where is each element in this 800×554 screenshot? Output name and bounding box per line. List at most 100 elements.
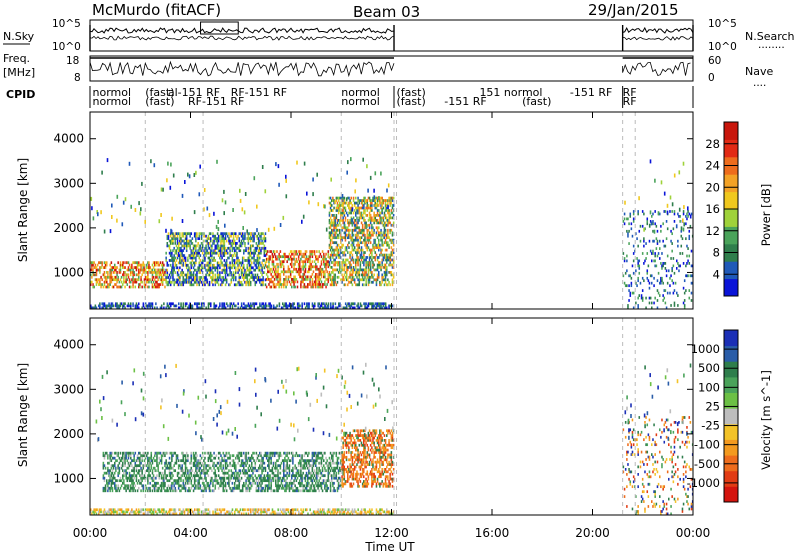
power-cell [329,196,332,200]
power-cell [221,280,223,284]
power-cell [333,199,335,202]
velocity-cell [122,476,124,480]
power-cell [368,196,371,200]
power-cell [259,278,261,282]
power-cell [221,276,223,279]
velocity-cell [227,464,229,468]
velocity-cell [104,486,107,490]
power-cell [172,242,174,245]
power-cell [660,262,662,265]
velocity-cell [124,461,126,465]
power-cell [357,268,359,272]
power-cell [182,276,185,279]
power-cell [125,280,127,284]
velocity-cell [164,454,166,458]
power-cell [192,276,195,279]
power-cell [379,221,381,225]
power-cell [384,241,387,245]
velocity-cell [126,466,129,470]
velocity-cell [207,459,210,463]
power-cell [372,199,374,202]
power-cell [191,256,194,260]
power-cell [342,258,344,262]
power-cell [387,283,389,287]
power-cell [177,273,180,277]
power-cell [349,256,351,259]
power-cell [335,268,338,272]
power-cell [324,255,326,259]
power-cell [364,233,366,237]
power-cell [254,259,257,262]
velocity-cell [122,451,124,455]
power-cell [230,242,233,245]
power-cell [371,304,373,308]
velocity-cell [123,459,125,463]
power-cell [120,275,123,279]
power-cell [626,269,628,273]
velocity-cell [177,481,180,485]
power-cell [124,271,126,274]
power-cell [356,221,358,225]
power-cell [356,304,358,308]
power-cell [148,261,150,265]
power-cell [263,251,266,255]
power-cell [284,257,286,261]
power-cell [384,231,387,235]
power-cell [349,219,351,222]
power-cell [299,304,301,308]
power-cell [283,255,285,259]
power-cell [268,260,270,264]
power-cell [151,285,154,289]
power-cell [169,254,172,257]
power-speck [264,189,267,194]
power-cell [329,248,332,252]
power-cell [114,271,116,274]
power-cell [326,270,328,274]
power-cell [176,239,179,243]
power-speck [97,212,99,217]
power-cell [381,273,383,277]
velocity-cell [158,461,161,465]
power-cell [163,263,165,267]
velocity-cell [174,451,177,455]
power-cell [367,275,370,279]
power-cell [174,280,177,284]
power-cell [639,281,642,285]
power-cell [231,263,234,267]
power-cell [352,216,355,220]
power-cell [271,275,274,279]
power-cell [334,233,336,237]
power-cell [659,281,661,285]
velocity-cell [247,456,250,460]
power-cell [189,232,191,236]
power-cell [316,283,318,286]
power-cell [223,263,226,267]
power-cell [301,306,303,310]
velocity-cell [155,451,157,455]
power-cell [254,273,257,277]
power-cell [171,266,173,270]
power-cell [365,280,367,284]
power-cell [128,268,131,272]
power-cell [329,283,332,287]
power-cell [152,280,155,284]
power-cell [195,278,197,282]
velocity-cell [182,481,185,485]
velocity-cell [206,484,209,488]
power-cell [131,263,133,267]
power-cell [329,209,332,212]
velocity-cell [235,466,237,470]
power-cell [245,271,247,274]
power-cell [358,306,361,310]
power-cell [179,256,181,260]
power-cell [328,196,331,200]
velocity-cell [149,489,151,493]
velocity-cell [246,489,249,493]
power-cell [302,278,304,281]
power-cell [360,201,363,205]
power-cell [382,278,385,282]
power-cell [193,251,196,255]
velocity-cell [184,481,187,485]
power-cell [189,268,191,272]
